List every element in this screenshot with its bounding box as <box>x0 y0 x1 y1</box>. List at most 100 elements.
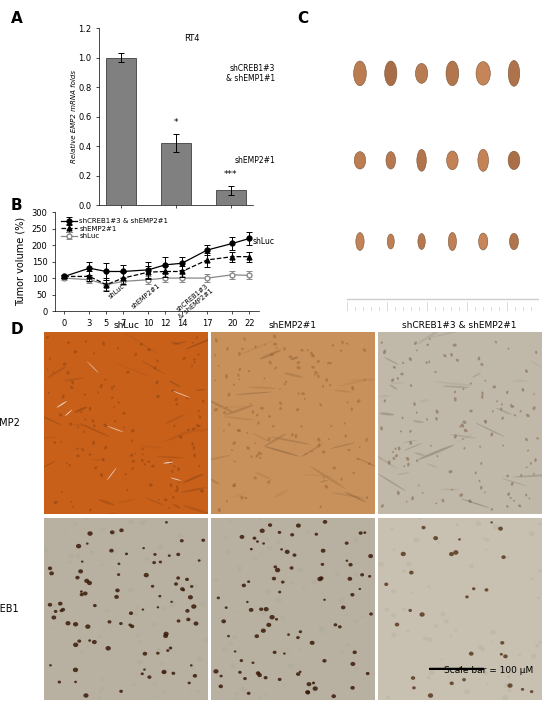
Ellipse shape <box>300 425 302 428</box>
Ellipse shape <box>157 544 163 549</box>
Ellipse shape <box>126 489 128 491</box>
Ellipse shape <box>215 339 218 343</box>
Ellipse shape <box>397 491 400 495</box>
Ellipse shape <box>196 337 198 339</box>
Ellipse shape <box>174 583 178 585</box>
Ellipse shape <box>311 366 315 369</box>
Ellipse shape <box>197 656 203 662</box>
Ellipse shape <box>260 553 262 555</box>
Ellipse shape <box>344 434 347 438</box>
Ellipse shape <box>356 562 359 564</box>
Ellipse shape <box>435 417 438 421</box>
Ellipse shape <box>201 539 205 542</box>
Ellipse shape <box>329 384 331 387</box>
Ellipse shape <box>319 404 322 407</box>
Ellipse shape <box>118 499 135 503</box>
Ellipse shape <box>169 460 172 464</box>
Ellipse shape <box>40 461 56 469</box>
Ellipse shape <box>274 366 277 370</box>
Ellipse shape <box>514 414 516 416</box>
Ellipse shape <box>469 409 472 412</box>
Ellipse shape <box>186 618 190 621</box>
Ellipse shape <box>365 438 368 442</box>
Ellipse shape <box>113 385 116 387</box>
Ellipse shape <box>69 423 72 426</box>
Ellipse shape <box>183 506 210 514</box>
Ellipse shape <box>379 412 394 416</box>
Ellipse shape <box>299 630 302 633</box>
Ellipse shape <box>176 576 180 580</box>
Ellipse shape <box>214 354 216 356</box>
Ellipse shape <box>58 602 63 606</box>
Ellipse shape <box>478 149 488 171</box>
Ellipse shape <box>60 440 62 443</box>
Ellipse shape <box>85 340 87 343</box>
Ellipse shape <box>314 681 316 682</box>
Ellipse shape <box>246 446 250 450</box>
Ellipse shape <box>100 473 103 477</box>
Ellipse shape <box>463 421 466 424</box>
Ellipse shape <box>480 486 482 489</box>
Ellipse shape <box>257 518 261 521</box>
Ellipse shape <box>391 633 397 637</box>
Ellipse shape <box>378 562 384 567</box>
Ellipse shape <box>226 407 227 409</box>
Ellipse shape <box>111 397 113 399</box>
Text: ***: *** <box>224 170 238 179</box>
Ellipse shape <box>142 547 145 549</box>
Ellipse shape <box>156 395 160 398</box>
Ellipse shape <box>296 366 300 369</box>
Ellipse shape <box>144 463 146 466</box>
Ellipse shape <box>107 620 112 624</box>
Ellipse shape <box>172 390 175 392</box>
Ellipse shape <box>111 387 113 390</box>
Ellipse shape <box>76 544 81 549</box>
Ellipse shape <box>270 624 273 627</box>
Ellipse shape <box>281 580 284 583</box>
Ellipse shape <box>129 588 134 592</box>
Ellipse shape <box>443 354 447 357</box>
Ellipse shape <box>356 233 364 250</box>
Ellipse shape <box>268 361 272 365</box>
Ellipse shape <box>110 530 114 534</box>
Ellipse shape <box>92 440 95 445</box>
Ellipse shape <box>400 431 402 433</box>
Ellipse shape <box>350 686 355 690</box>
Ellipse shape <box>267 481 271 484</box>
Ellipse shape <box>368 575 371 578</box>
Ellipse shape <box>478 645 483 649</box>
Ellipse shape <box>163 462 173 464</box>
Ellipse shape <box>264 694 267 696</box>
Ellipse shape <box>538 569 542 573</box>
Ellipse shape <box>454 435 457 438</box>
Ellipse shape <box>384 357 399 365</box>
Ellipse shape <box>68 464 71 467</box>
Ellipse shape <box>268 437 271 441</box>
Ellipse shape <box>306 682 311 686</box>
Ellipse shape <box>346 613 349 615</box>
Ellipse shape <box>433 536 438 540</box>
Ellipse shape <box>307 349 309 351</box>
Ellipse shape <box>72 506 74 508</box>
Ellipse shape <box>502 695 508 701</box>
Ellipse shape <box>514 474 550 477</box>
Ellipse shape <box>80 423 110 437</box>
Ellipse shape <box>207 399 234 413</box>
Text: *: * <box>174 118 178 127</box>
Ellipse shape <box>346 643 351 647</box>
Ellipse shape <box>252 433 270 442</box>
Ellipse shape <box>485 421 487 423</box>
Ellipse shape <box>305 453 307 455</box>
Ellipse shape <box>332 694 336 698</box>
Ellipse shape <box>125 553 128 555</box>
Ellipse shape <box>323 520 327 524</box>
Ellipse shape <box>239 378 240 380</box>
Ellipse shape <box>451 489 453 491</box>
Ellipse shape <box>115 588 120 592</box>
Ellipse shape <box>314 371 318 374</box>
Ellipse shape <box>75 575 80 580</box>
Ellipse shape <box>319 576 323 580</box>
Ellipse shape <box>260 407 264 410</box>
Ellipse shape <box>250 548 253 550</box>
Ellipse shape <box>397 472 409 475</box>
